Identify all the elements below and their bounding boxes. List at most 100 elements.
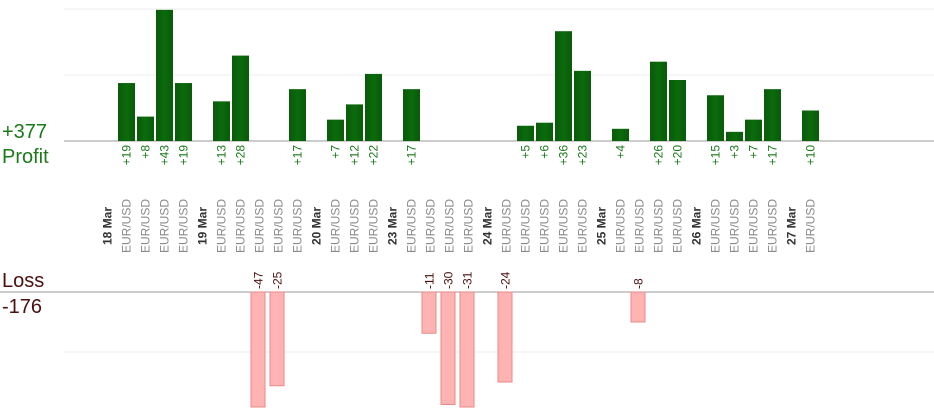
loss-value-label: -31 bbox=[461, 271, 475, 289]
profit-bar bbox=[156, 9, 173, 141]
profit-bar bbox=[232, 55, 249, 141]
pair-label: EUR/USD bbox=[500, 199, 514, 253]
pair-label: EUR/USD bbox=[747, 199, 761, 253]
loss-bar bbox=[459, 291, 475, 408]
loss-bar bbox=[440, 291, 456, 405]
loss-value-label: -25 bbox=[271, 271, 285, 289]
pair-label: EUR/USD bbox=[177, 199, 191, 253]
profit-value-label: +26 bbox=[652, 145, 666, 166]
profit-value-label: +5 bbox=[519, 145, 533, 159]
profit-bar bbox=[536, 122, 553, 141]
pair-label: EUR/USD bbox=[234, 199, 248, 253]
profit-value-label: +20 bbox=[671, 145, 685, 166]
profit-value-label: +13 bbox=[215, 145, 229, 166]
date-label: 24 Mar bbox=[481, 207, 495, 245]
profit-bar bbox=[707, 95, 724, 141]
pair-label: EUR/USD bbox=[424, 199, 438, 253]
pair-label: EUR/USD bbox=[272, 199, 286, 253]
date-label: 26 Mar bbox=[690, 207, 704, 245]
date-label: 27 Mar bbox=[785, 207, 799, 245]
profit-bar bbox=[726, 131, 743, 141]
pair-label: EUR/USD bbox=[614, 199, 628, 253]
profit-value-label: +28 bbox=[234, 145, 248, 166]
profit-bar bbox=[574, 70, 591, 141]
profit-bar bbox=[175, 83, 192, 141]
profit-value-label: +17 bbox=[291, 145, 305, 166]
profit-value-label: +4 bbox=[614, 145, 628, 159]
profit-value-label: +43 bbox=[158, 145, 172, 166]
pair-label: EUR/USD bbox=[633, 199, 647, 253]
profit-bar bbox=[802, 110, 819, 141]
profit-value-label: +15 bbox=[709, 145, 723, 166]
pair-label: EUR/USD bbox=[804, 199, 818, 253]
profit-value-label: +17 bbox=[405, 145, 419, 166]
pair-label: EUR/USD bbox=[291, 199, 305, 253]
pair-label: EUR/USD bbox=[215, 199, 229, 253]
pair-label: EUR/USD bbox=[367, 199, 381, 253]
pair-label: EUR/USD bbox=[671, 199, 685, 253]
bars-layer bbox=[118, 9, 819, 408]
date-label: 20 Mar bbox=[310, 207, 324, 245]
pair-label: EUR/USD bbox=[329, 199, 343, 253]
profit-bar bbox=[327, 119, 344, 141]
pair-label: EUR/USD bbox=[576, 199, 590, 253]
profit-value-label: +19 bbox=[120, 145, 134, 166]
pair-label: EUR/USD bbox=[120, 199, 134, 253]
profit-bar bbox=[403, 89, 420, 141]
pair-label: EUR/USD bbox=[462, 199, 476, 253]
pair-label: EUR/USD bbox=[405, 199, 419, 253]
profit-value-label: +7 bbox=[329, 145, 343, 159]
pair-label: EUR/USD bbox=[348, 199, 362, 253]
profit-value-label: +36 bbox=[557, 145, 571, 166]
profit-bar bbox=[745, 119, 762, 141]
loss-bar bbox=[630, 291, 646, 323]
pair-label: EUR/USD bbox=[709, 199, 723, 253]
profit-bar bbox=[118, 83, 135, 141]
profit-bar bbox=[669, 80, 686, 141]
loss-bar bbox=[250, 291, 266, 408]
loss-value-label: -47 bbox=[252, 271, 266, 289]
profit-value-label: +7 bbox=[747, 145, 761, 159]
loss-value-label: -30 bbox=[442, 271, 456, 289]
profit-value-label: +6 bbox=[538, 145, 552, 159]
loss-value-label: -8 bbox=[632, 278, 646, 289]
loss-bar bbox=[421, 291, 437, 334]
profit-bar bbox=[650, 61, 667, 142]
profit-bar bbox=[517, 125, 534, 141]
profit-bar bbox=[137, 116, 154, 141]
loss-value-label: -24 bbox=[499, 271, 513, 289]
pair-label: EUR/USD bbox=[766, 199, 780, 253]
profit-bar bbox=[365, 73, 382, 141]
profit-bar bbox=[213, 101, 230, 141]
profit-value-label: +19 bbox=[177, 145, 191, 166]
pair-label: EUR/USD bbox=[557, 199, 571, 253]
profit-bar bbox=[346, 104, 363, 141]
pair-label: EUR/USD bbox=[139, 199, 153, 253]
profit-total: +377 bbox=[2, 121, 47, 143]
pair-label: EUR/USD bbox=[728, 199, 742, 253]
loss-value-label: -11 bbox=[423, 272, 437, 289]
date-label: 19 Mar bbox=[196, 207, 210, 245]
date-label: 18 Mar bbox=[101, 207, 115, 245]
labels-layer: 18 Mar EUR/USD +19 EUR/USD +8 EUR/USD +43 EUR/U… bbox=[101, 145, 818, 289]
loss-total: -176 bbox=[2, 296, 42, 318]
pair-label: EUR/USD bbox=[519, 199, 533, 253]
profit-value-label: +23 bbox=[576, 145, 590, 166]
pair-label: EUR/USD bbox=[538, 199, 552, 253]
pair-label: EUR/USD bbox=[158, 199, 172, 253]
profit-bar bbox=[612, 128, 629, 141]
profit-bar bbox=[764, 89, 781, 141]
profit-value-label: +8 bbox=[139, 145, 153, 159]
profit-label: Profit bbox=[2, 146, 49, 168]
pair-label: EUR/USD bbox=[443, 199, 457, 253]
profit-value-label: +12 bbox=[348, 145, 362, 166]
pair-label: EUR/USD bbox=[253, 199, 267, 253]
date-label: 25 Mar bbox=[595, 207, 609, 245]
profit-value-label: +17 bbox=[766, 145, 780, 166]
profit-bar bbox=[289, 89, 306, 141]
profit-value-label: +10 bbox=[804, 145, 818, 166]
profit-value-label: +22 bbox=[367, 145, 381, 166]
pair-label: EUR/USD bbox=[652, 199, 666, 253]
loss-bar bbox=[269, 291, 285, 387]
